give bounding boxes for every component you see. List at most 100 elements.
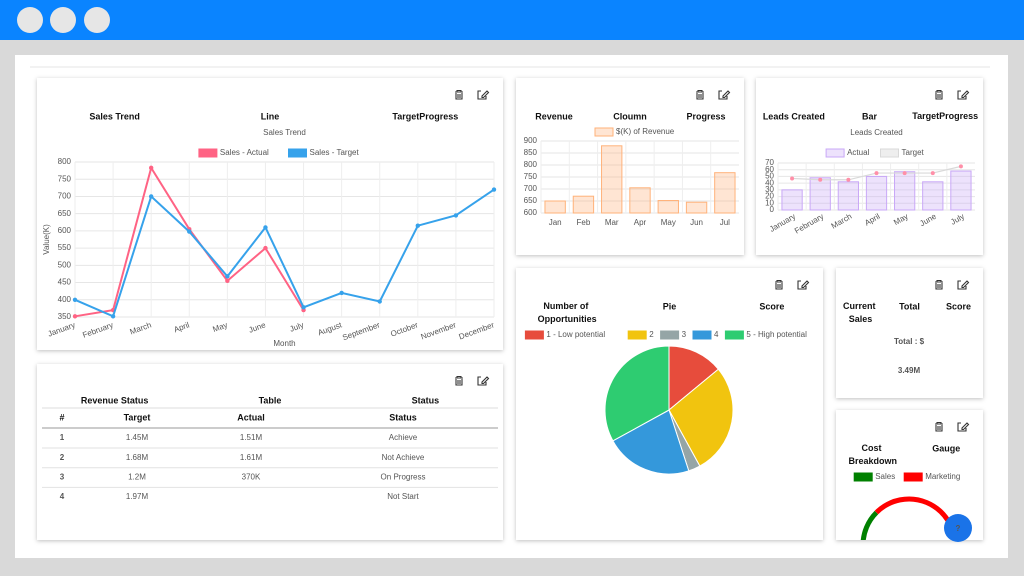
legend-swatch	[692, 330, 712, 340]
card-header: Total	[899, 301, 920, 311]
legend-label: Marketing	[925, 472, 960, 481]
total-text: 3.49M	[898, 366, 921, 375]
bar	[685, 201, 708, 214]
help-label[interactable]: ?	[956, 524, 961, 533]
bar	[781, 189, 803, 211]
status-cell: Not Start	[387, 492, 419, 501]
y-tick-label: 850	[524, 148, 538, 157]
card-header: TargetProgress	[392, 111, 458, 121]
y-tick-label: 800	[58, 157, 72, 166]
table-cell: 3	[60, 473, 65, 482]
card-header: Revenue Status	[81, 395, 149, 405]
data-point	[846, 177, 851, 182]
x-tick-label: Mar	[605, 218, 619, 227]
data-point	[72, 297, 78, 302]
legend-label: Sales - Target	[310, 148, 360, 157]
legend-label: 5 - High potential	[746, 330, 807, 339]
table-cell: 1	[60, 433, 65, 442]
legend-swatch	[825, 148, 845, 158]
help-button[interactable]	[944, 514, 972, 542]
delete-icon[interactable]	[935, 89, 943, 100]
legend-swatch	[524, 330, 544, 340]
table-cell: 370K	[242, 473, 261, 482]
card-header: Status	[412, 395, 440, 405]
window-dot[interactable]	[84, 7, 110, 33]
card	[516, 78, 744, 255]
edit-icon[interactable]	[718, 90, 731, 100]
card-header: TargetProgress	[912, 111, 978, 121]
legend-swatch	[594, 127, 614, 137]
data-point	[874, 171, 879, 176]
bar	[601, 145, 623, 214]
delete-icon[interactable]	[935, 279, 943, 290]
delete-icon[interactable]	[696, 89, 704, 100]
card-header: Score	[759, 301, 784, 311]
y-tick-label: 650	[58, 209, 72, 218]
bar	[714, 172, 736, 214]
y-tick-label: 50	[765, 172, 774, 181]
card-header: Leads Created	[763, 111, 825, 121]
card	[836, 268, 983, 398]
x-tick-label: Feb	[577, 218, 591, 227]
table-column-header: Target	[124, 412, 151, 422]
data-point	[902, 171, 907, 176]
window-dot[interactable]	[50, 7, 76, 33]
bar	[809, 177, 831, 211]
y-axis-label: Value(K)	[42, 224, 51, 255]
x-tick-label: Jan	[549, 218, 562, 227]
gauge-arc	[860, 510, 879, 540]
y-tick-label: 900	[524, 136, 538, 145]
pie-slice	[604, 345, 670, 442]
card-header: Bar	[862, 111, 878, 121]
x-tick-label: May	[661, 218, 676, 227]
card-header: Score	[946, 301, 971, 311]
total-text: Total : $	[894, 337, 925, 346]
edit-icon[interactable]	[957, 90, 970, 100]
y-tick-label: 700	[58, 192, 72, 201]
card-header: Pie	[663, 301, 677, 311]
data-point	[225, 278, 230, 284]
data-point	[453, 213, 459, 218]
edit-icon[interactable]	[477, 90, 490, 100]
delete-icon[interactable]	[935, 421, 943, 432]
status-cell: Not Achieve	[382, 453, 425, 462]
edit-icon[interactable]	[957, 422, 970, 432]
legend-label: 3	[682, 330, 687, 339]
data-point	[187, 229, 192, 234]
y-tick-label: 0	[770, 205, 775, 214]
legend-label: Sales - Actual	[220, 148, 269, 157]
y-tick-label: 800	[524, 160, 538, 169]
data-point	[930, 171, 935, 176]
legend-swatch	[853, 472, 873, 482]
chart-title: Leads Created	[850, 128, 902, 137]
edit-icon[interactable]	[477, 376, 490, 386]
status-cell: Achieve	[389, 433, 418, 442]
delete-icon[interactable]	[775, 279, 783, 290]
data-point	[263, 245, 268, 251]
status-cell: On Progress	[381, 473, 426, 482]
data-point	[301, 305, 306, 310]
edit-icon[interactable]	[957, 280, 970, 290]
card-header: Gauge	[932, 443, 960, 453]
y-tick-label: 500	[58, 260, 72, 269]
card-header: Current Sales	[843, 301, 878, 324]
y-tick-label: 650	[524, 196, 538, 205]
window-dot[interactable]	[17, 7, 43, 33]
data-point	[225, 274, 230, 279]
legend-swatch	[880, 148, 899, 158]
y-tick-label: 70	[765, 158, 774, 167]
edit-icon[interactable]	[797, 280, 810, 290]
delete-icon[interactable]	[455, 375, 463, 386]
x-axis-label: Month	[273, 339, 295, 348]
delete-icon[interactable]	[455, 89, 463, 100]
card-header: Sales Trend	[89, 111, 140, 121]
legend-label: 2	[649, 330, 654, 339]
y-tick-label: 400	[58, 295, 72, 304]
legend-swatch	[903, 472, 923, 482]
y-tick-label: 60	[765, 165, 774, 174]
bar	[922, 181, 944, 211]
card-header: Cloumn	[613, 111, 647, 121]
pie-slice	[612, 409, 690, 475]
data-point	[818, 177, 823, 182]
legend-label: Target	[902, 148, 925, 157]
